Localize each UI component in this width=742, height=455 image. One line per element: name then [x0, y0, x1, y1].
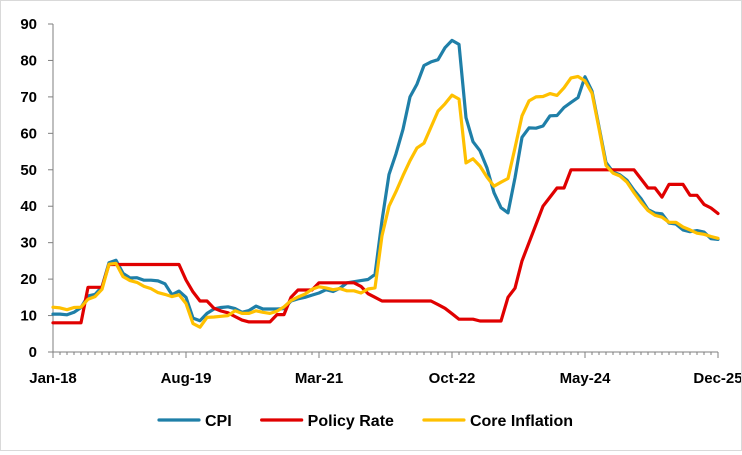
y-tick-label: 60: [20, 125, 37, 142]
x-tick-label: Jan-18: [29, 370, 77, 387]
series-line-policy-rate: [51, 168, 720, 325]
y-tick-label: 0: [29, 344, 37, 361]
y-tick-label: 70: [20, 89, 37, 106]
y-tick-label: 40: [20, 198, 37, 215]
series-line-core-inflation: [51, 74, 720, 329]
legend: CPI Policy Rate Core Inflation: [157, 413, 573, 430]
y-tick-label: 50: [20, 162, 37, 179]
y-tick-label: 10: [20, 308, 37, 325]
x-tick-label: Dec-25: [693, 370, 741, 387]
y-tick-label: 80: [20, 52, 37, 69]
axes: [52, 24, 718, 353]
legend-label-cpi: CPI: [205, 413, 232, 430]
x-tick-label: Mar-21: [295, 370, 343, 387]
x-tick-label: Oct-22: [429, 370, 476, 387]
x-tick-label: Aug-19: [161, 370, 212, 387]
y-tick-label: 90: [20, 16, 37, 33]
y-axis-ticks: 0 10 20 30 40 50 60 70 80 90: [20, 16, 53, 361]
series-lines: [51, 38, 720, 329]
series-line-cpi: [51, 38, 720, 323]
x-tick-label: May-24: [560, 370, 612, 387]
x-axis-ticks: Jan-18 Aug-19 Mar-21 Oct-22 May-24 Dec-25: [29, 352, 742, 387]
legend-label-core-inflation: Core Inflation: [470, 413, 573, 430]
legend-label-policy-rate: Policy Rate: [308, 413, 394, 430]
y-tick-label: 20: [20, 271, 37, 288]
y-tick-label: 30: [20, 235, 37, 252]
